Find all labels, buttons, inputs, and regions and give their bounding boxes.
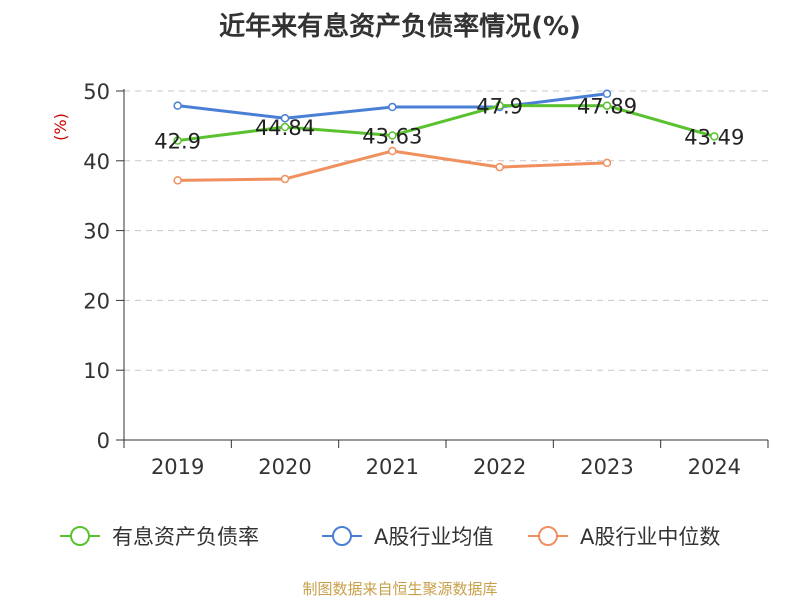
- data-point: [388, 131, 397, 140]
- data-label: 43.49: [684, 125, 744, 149]
- data-point: [280, 122, 290, 132]
- data-point: [602, 89, 612, 99]
- source-note: 制图数据来自恒生聚源数据库: [302, 580, 498, 598]
- data-point: [495, 101, 504, 110]
- data-label: 47.9: [476, 95, 523, 119]
- legend-swatch-marker: [332, 526, 352, 546]
- data-point: [602, 101, 612, 110]
- data-point: [388, 146, 397, 156]
- data-point: [173, 101, 182, 110]
- data-label: 43.63: [362, 124, 422, 148]
- y-tick-label: 20: [83, 289, 110, 313]
- legend-label: 有息资产负债率: [112, 525, 259, 549]
- data-point: [602, 158, 612, 168]
- y-tick-label: 10: [83, 359, 110, 383]
- x-tick-label: 2019: [151, 455, 204, 479]
- legend-label: A股行业中位数: [580, 525, 720, 549]
- x-tick-label: 2022: [473, 455, 526, 479]
- y-tick-label: 50: [83, 80, 110, 104]
- data-point: [495, 162, 504, 172]
- y-tick-label: 0: [97, 429, 110, 453]
- chart-title: 近年来有息资产负债率情况(%): [219, 12, 581, 42]
- y-tick-label: 30: [83, 220, 110, 244]
- x-tick-label: 2023: [580, 455, 633, 479]
- legend-swatch-marker: [538, 526, 558, 546]
- data-point: [280, 174, 290, 184]
- data-label: 44.84: [255, 116, 315, 140]
- series-line: [177, 104, 715, 143]
- data-point: [173, 136, 182, 145]
- legend-label: A股行业均值: [374, 525, 493, 549]
- data-point: [710, 132, 719, 141]
- data-point: [388, 102, 397, 112]
- legend-swatch-marker: [70, 526, 90, 546]
- x-tick-label: 2024: [688, 455, 741, 479]
- x-tick-label: 2020: [258, 455, 311, 479]
- data-point: [280, 113, 290, 123]
- y-axis-label: (%): [51, 113, 70, 141]
- data-point: [173, 176, 182, 185]
- data-label: 42.9: [154, 130, 201, 154]
- series-line: [177, 149, 608, 182]
- x-tick-label: 2021: [366, 455, 419, 479]
- y-tick-label: 40: [83, 150, 110, 174]
- data-label: 47.89: [577, 95, 637, 119]
